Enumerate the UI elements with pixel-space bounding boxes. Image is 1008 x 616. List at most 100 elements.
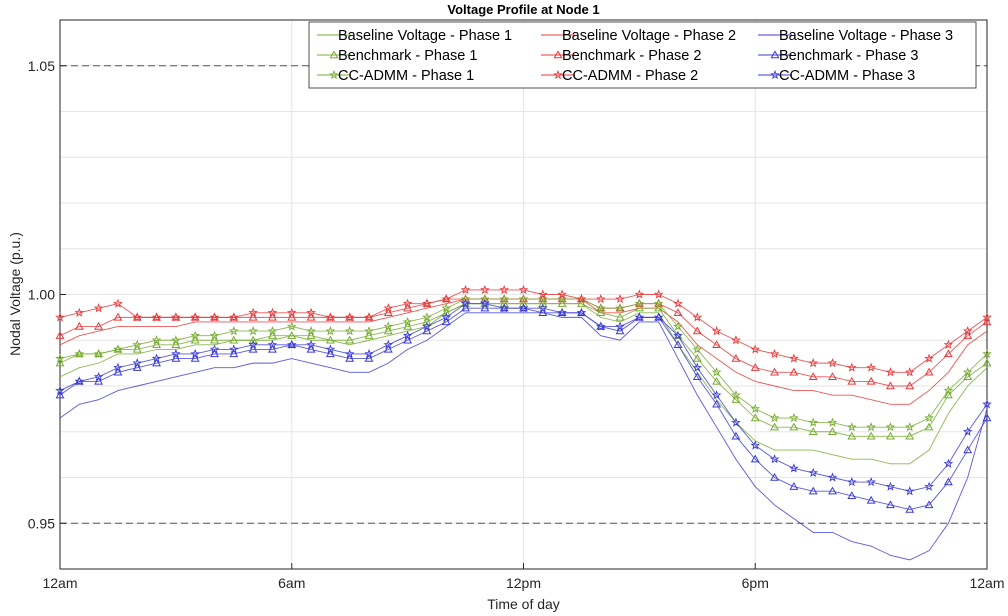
data-point	[132, 339, 143, 349]
data-point	[750, 413, 760, 422]
x-tick-label: 12am	[42, 575, 77, 591]
legend-label: Baseline Voltage - Phase 3	[779, 28, 953, 44]
data-point	[943, 477, 953, 486]
data-point	[151, 312, 162, 322]
data-point	[943, 339, 954, 349]
data-point	[248, 326, 258, 336]
data-point	[692, 353, 702, 362]
data-point	[190, 312, 201, 322]
data-point	[460, 284, 471, 295]
data-point	[692, 372, 702, 381]
data-point	[711, 390, 722, 400]
data-point	[712, 399, 722, 408]
data-point	[151, 353, 162, 363]
data-point	[654, 303, 664, 312]
data-point	[576, 299, 586, 307]
x-tick-label: 12am	[969, 575, 1004, 591]
data-point	[93, 348, 104, 359]
data-point	[306, 339, 316, 349]
data-point	[171, 348, 181, 359]
data-point	[325, 326, 336, 336]
data-point	[190, 353, 200, 362]
data-point	[808, 358, 819, 368]
data-point	[846, 362, 857, 372]
data-point	[982, 312, 992, 322]
data-point	[750, 403, 761, 413]
data-point	[924, 481, 934, 491]
data-point	[982, 317, 992, 326]
data-point	[769, 454, 780, 464]
data-point	[383, 308, 393, 316]
data-point	[344, 312, 355, 322]
data-point	[383, 344, 393, 353]
data-point	[634, 303, 644, 312]
data-point	[267, 344, 277, 353]
data-point	[132, 358, 143, 368]
data-point	[151, 335, 162, 345]
data-point	[402, 298, 413, 308]
legend-label: CC-ADMM - Phase 1	[338, 68, 474, 84]
data-point	[553, 50, 563, 59]
data-point	[228, 326, 239, 336]
data-point	[306, 312, 316, 321]
data-point	[364, 312, 374, 322]
data-point	[113, 362, 123, 372]
data-point	[345, 335, 355, 344]
data-point	[962, 426, 973, 436]
data-point	[74, 376, 85, 386]
data-point	[673, 340, 683, 349]
data-point	[595, 303, 606, 313]
data-point	[171, 340, 181, 349]
data-point	[74, 307, 85, 317]
data-point	[847, 431, 857, 440]
legend-label: CC-ADMM - Phase 2	[562, 68, 698, 84]
data-point	[692, 312, 703, 322]
data-point	[963, 331, 973, 339]
data-point	[827, 472, 838, 482]
data-point	[267, 339, 278, 349]
data-point	[402, 316, 413, 327]
data-point	[460, 298, 471, 308]
data-point	[210, 349, 219, 358]
data-point	[924, 500, 934, 509]
data-point	[828, 427, 837, 435]
data-point	[789, 422, 799, 431]
data-point	[750, 440, 761, 450]
data-point	[808, 417, 819, 427]
data-point	[962, 367, 973, 377]
data-point	[364, 348, 374, 359]
data-point	[422, 298, 432, 308]
legend: Baseline Voltage - Phase 1 Baseline Volta…	[308, 21, 977, 89]
x-tick-label: 6am	[278, 575, 305, 591]
data-point	[518, 303, 529, 313]
data-point	[422, 321, 432, 331]
data-point	[904, 367, 915, 377]
data-point	[306, 331, 316, 339]
data-point	[190, 335, 200, 344]
data-point	[537, 303, 548, 313]
data-point	[461, 303, 471, 312]
data-point	[905, 431, 915, 440]
data-point	[712, 340, 722, 349]
data-point	[789, 412, 799, 423]
data-point	[828, 372, 837, 381]
data-point	[55, 358, 65, 367]
data-point	[789, 353, 799, 363]
data-point	[286, 321, 297, 331]
y-tick-label: 1.00	[28, 287, 55, 303]
series-line	[59, 303, 988, 492]
data-point	[93, 303, 104, 313]
data-point	[924, 422, 934, 431]
data-point	[982, 413, 992, 422]
data-point	[171, 335, 181, 345]
data-point	[306, 326, 316, 336]
data-point	[905, 504, 915, 513]
data-point	[905, 381, 915, 390]
data-point	[228, 312, 239, 322]
data-point	[615, 321, 625, 331]
data-point	[383, 321, 394, 331]
data-point	[846, 476, 857, 487]
data-point	[267, 331, 277, 339]
data-point	[943, 390, 953, 399]
